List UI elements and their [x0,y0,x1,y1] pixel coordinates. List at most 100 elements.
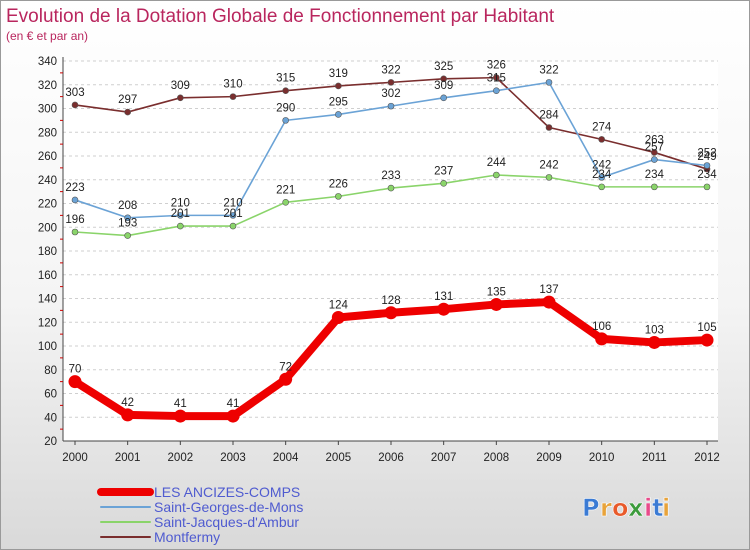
data-label: 226 [329,178,348,190]
data-label: 42 [121,397,134,409]
data-point [387,79,395,86]
data-label: 249 [697,151,716,163]
data-label: 242 [592,159,611,171]
legend-label: LES ANCIZES-COMPS [154,484,300,500]
data-label: 310 [223,79,242,91]
data-label: 135 [487,286,506,298]
data-point [437,302,451,316]
logo-letter: x [628,494,644,522]
x-tick-label: 2009 [536,452,562,464]
data-point [173,409,187,423]
x-tick-label: 2004 [273,452,299,464]
data-point [229,93,237,100]
data-point [71,196,79,204]
legend: LES ANCIZES-COMPSSaint-Georges-de-MonsSa… [97,484,303,545]
y-tick-label: 120 [38,317,57,329]
data-point [598,136,605,143]
data-point [384,306,398,320]
data-point [598,183,605,191]
data-point [440,94,447,102]
logo-letter: o [612,494,629,522]
y-tick-label: 340 [38,56,57,68]
data-label: 70 [69,364,82,376]
y-tick-label: 140 [38,294,57,306]
data-label: 302 [381,88,400,100]
x-tick-label: 2007 [431,452,457,464]
data-label: 237 [434,165,453,177]
data-label: 322 [539,64,558,76]
data-label: 290 [276,102,295,114]
data-point [703,162,711,169]
data-label: 221 [276,184,295,196]
x-tick-label: 2011 [642,452,667,464]
data-point [68,375,82,389]
data-label: 309 [434,80,453,92]
data-point [282,199,289,206]
data-point [545,124,553,131]
data-point [226,409,240,423]
y-tick-label: 40 [44,412,57,424]
data-label: 309 [171,80,190,92]
legend-label: Montfermy [154,529,220,545]
data-label: 223 [65,182,84,194]
logo-letter: t [652,494,663,522]
x-tick-label: 2000 [62,452,88,464]
y-tick-label: 80 [44,365,57,377]
data-point [598,174,605,181]
tick-labels: 20 40 60 80 100 120 140 160 180 200 220 240 260 280 30… [38,56,720,464]
data-label: 201 [171,208,190,220]
data-point [651,183,658,191]
data-point [124,232,131,239]
chart-subtitle: (en € et par an) [6,29,88,43]
y-tick-label: 260 [38,151,57,163]
chart-title: Evolution de la Dotation Globale de Fonc… [6,6,555,27]
data-point [651,156,658,163]
series-saint-georges-de-mons: 223 208 210 210 290 295 302 309 315 322 242 257 252 [65,64,717,222]
series-les-ancizes-comps: 70 42 41 41 72 124 128 131 135 137 106 103 105 [68,284,717,423]
data-label: 326 [487,60,506,72]
data-label: 41 [227,398,240,410]
data-label: 242 [539,159,558,171]
data-label: 319 [329,68,348,80]
data-label: 257 [645,142,664,154]
legend-label: Saint-Jacques-d'Ambur [154,514,299,530]
y-tick-label: 60 [44,389,57,401]
data-label: 103 [645,324,664,336]
data-label: 193 [118,218,137,230]
data-label: 124 [329,300,349,312]
data-label: 210 [171,197,190,209]
data-label: 284 [539,110,559,122]
data-label: 201 [223,208,242,220]
data-label: 105 [697,322,716,334]
data-point [331,311,345,324]
data-point [335,82,342,90]
data-point [703,183,711,191]
axes [60,57,718,445]
data-label: 263 [645,134,664,146]
data-label: 106 [592,321,611,333]
data-label: 128 [381,295,400,307]
data-label: 297 [118,94,137,106]
data-point [121,408,135,422]
data-point [335,111,342,118]
y-tick-label: 220 [38,199,57,211]
logo-letter: i [644,494,652,522]
data-point [493,87,500,94]
data-point [71,101,79,109]
data-point [489,297,503,311]
data-point [71,228,79,236]
data-label: 234 [592,169,612,181]
data-point [177,212,184,219]
data-label: 131 [434,291,453,303]
y-tick-label: 180 [38,246,57,258]
data-point [387,102,395,110]
x-tick-label: 2002 [168,452,194,464]
data-point [335,193,342,200]
data-label: 234 [645,169,665,181]
x-tick-label: 2010 [589,452,615,464]
x-tick-label: 2012 [694,452,720,464]
data-point [229,212,237,219]
